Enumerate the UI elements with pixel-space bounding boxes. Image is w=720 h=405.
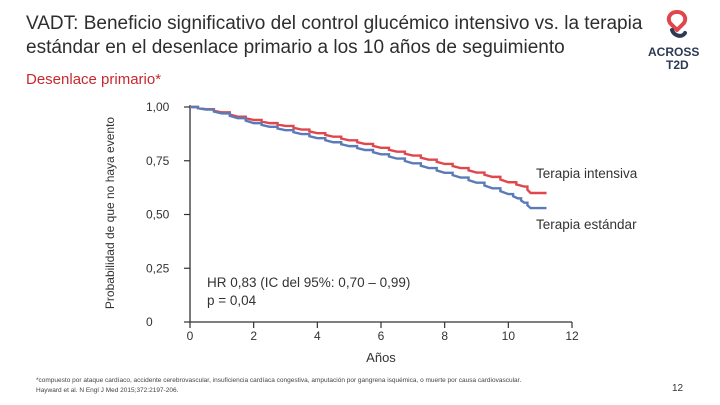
- page-number: 12: [672, 383, 684, 394]
- x-tick-label: 4: [314, 329, 321, 343]
- x-tick-label: 0: [187, 329, 194, 343]
- page-title: VADT: Beneficio significativo del contro…: [26, 13, 643, 58]
- p-value-annotation: p = 0,04: [207, 293, 257, 308]
- x-tick-label: 2: [250, 329, 257, 343]
- x-tick-label: 12: [565, 329, 579, 343]
- hr-annotation: HR 0,83 (IC del 95%: 0,70 – 0,99): [207, 275, 410, 290]
- x-tick-label: 10: [502, 329, 516, 343]
- logo-mark-icon: [666, 10, 688, 38]
- y-tick-label: 1,00: [146, 100, 170, 114]
- footnote-definition: *compuesto por ataque cardíaco, accident…: [36, 377, 522, 384]
- chart-series: [190, 105, 547, 210]
- series-line-intensive: [190, 105, 547, 195]
- logo-text-across: ACROSS: [648, 45, 700, 59]
- logo-text-t2d: T2D: [666, 58, 689, 72]
- series-label-standard: Terapia estándar: [536, 217, 637, 232]
- across-t2d-logo: ACROSS T2D: [646, 8, 706, 74]
- footnote: *compuesto por ataque cardíaco, accident…: [36, 376, 656, 396]
- x-axis-label: Años: [366, 350, 396, 365]
- chart-ticks: 0 0,25 0,50 0,75 1,00 0 2 4 6 8 10 12: [146, 100, 579, 343]
- series-label-intensive: Terapia intensiva: [536, 166, 638, 181]
- y-tick-label: 0,75: [146, 154, 170, 168]
- y-tick-label: 0,50: [146, 208, 170, 222]
- y-tick-label: 0: [146, 315, 153, 329]
- footnote-reference: Hayward et al. N Engl J Med 2015;372:219…: [36, 387, 179, 394]
- chart-labels: Años Terapia intensiva Terapia estándar HR …: [207, 166, 638, 365]
- y-tick-label: 0,25: [146, 261, 170, 275]
- x-tick-label: 6: [378, 329, 385, 343]
- series-line-standard: [190, 105, 547, 210]
- x-tick-label: 8: [441, 329, 448, 343]
- chart-subtitle: Desenlace primario*: [26, 71, 162, 88]
